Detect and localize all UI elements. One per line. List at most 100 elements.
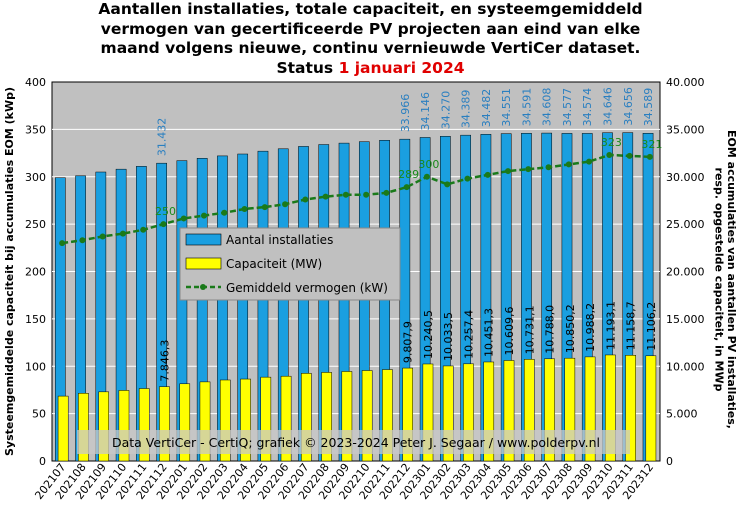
- bar-capacity: [361, 370, 373, 462]
- avg-power-point: [201, 212, 207, 219]
- left-tick-label: 250: [25, 218, 46, 231]
- bar-capacity: [321, 372, 332, 462]
- capacity-value-label: 11.158,7: [625, 301, 638, 350]
- bar-capacity: [118, 390, 130, 462]
- left-tick-label: 350: [25, 123, 46, 136]
- bar-capacity: [219, 379, 231, 462]
- bar-capacity: [544, 358, 555, 462]
- avg-power-point: [586, 158, 593, 165]
- avg-power-point: [565, 161, 572, 168]
- avg-power-point: [99, 233, 106, 240]
- right-tick-label: 20.000: [666, 266, 705, 279]
- bar-capacity: [605, 354, 616, 462]
- left-tick-label: 100: [25, 360, 46, 373]
- avg-power-point: [484, 171, 491, 178]
- title-line-3: maand volgens nieuwe, continu vernieuwde…: [100, 39, 641, 57]
- avg-power-point: [444, 181, 451, 188]
- avg-power-point: [403, 184, 410, 191]
- legend-label-avg-power: Gemiddeld vermogen (kW): [226, 281, 388, 295]
- legend-swatch-capacity: [185, 257, 222, 270]
- installations-value-label: 34.656: [622, 87, 635, 126]
- avg-power-point: [423, 173, 430, 180]
- bar-capacity: [341, 371, 353, 462]
- bar-capacity: [78, 393, 89, 462]
- capacity-value-label: 10.609,6: [503, 306, 516, 355]
- installations-value-label: 34.270: [439, 91, 452, 130]
- legend-label-installations: Aantal installaties: [226, 233, 333, 247]
- capacity-value-label: 10.240,5: [422, 310, 435, 359]
- avg-power-point: [119, 230, 126, 237]
- y-axis-right-title-line: EOM accumulaties van aantallen PV instal…: [725, 130, 738, 429]
- avg-power-point: [282, 201, 289, 208]
- title-line-1: Aantallen installaties, totale capacitei…: [98, 0, 643, 18]
- credit-banner: [77, 430, 630, 454]
- bar-capacity: [442, 365, 454, 462]
- avg-power-point: [180, 215, 187, 222]
- right-tick-label: 40.000: [666, 76, 705, 89]
- installations-value-label: 34.589: [642, 88, 655, 127]
- capacity-value-label: 10.033,5: [442, 312, 455, 361]
- installations-value-label: 34.591: [520, 88, 533, 127]
- avg-power-point: [79, 237, 86, 244]
- capacity-value-label: 9.807,9: [402, 321, 415, 363]
- bar-capacity: [280, 375, 292, 462]
- installations-value-label: 31.432: [156, 118, 169, 157]
- avg-power-line: [61, 153, 650, 245]
- bar-capacity: [260, 376, 272, 462]
- installations-value-label: 34.389: [460, 90, 473, 129]
- avg-power-point: [160, 221, 167, 228]
- right-tick-label: 35.000: [666, 123, 705, 136]
- avg-power-point: [525, 166, 532, 173]
- title-status: Status 1 januari 2024: [0, 59, 741, 79]
- bar-capacity: [199, 381, 211, 462]
- capacity-value-label: 10.788,0: [544, 305, 557, 354]
- installations-value-label: 34.646: [602, 87, 615, 126]
- avg-power-label: 321: [641, 138, 662, 151]
- title-line-2: vermogen van gecertificeerde PV projecte…: [100, 19, 641, 38]
- avg-power-point: [59, 240, 66, 247]
- left-tick-label: 50: [32, 408, 46, 421]
- bar-capacity: [57, 395, 69, 462]
- avg-power-point: [626, 152, 633, 159]
- capacity-value-label: 7.846,3: [158, 340, 171, 382]
- avg-power-point: [322, 193, 329, 200]
- avg-power-point: [221, 209, 228, 216]
- installations-value-label: 34.482: [480, 89, 493, 127]
- bar-capacity: [422, 363, 434, 462]
- bar-capacity: [138, 388, 150, 462]
- status-prefix: Status: [276, 58, 339, 77]
- right-tick-label: 0: [666, 455, 673, 468]
- chart-title: Aantallen installaties, totale capacitei…: [0, 0, 741, 78]
- bar-capacity: [503, 360, 515, 462]
- bar-capacity: [645, 355, 657, 462]
- avg-power-point: [302, 196, 309, 203]
- right-tick-label: 25.000: [666, 218, 705, 231]
- left-tick-label: 300: [25, 171, 46, 184]
- avg-power-point: [363, 191, 370, 198]
- avg-power-point: [505, 168, 511, 175]
- legend-swatch-installations: [185, 233, 222, 246]
- capacity-value-label: 10.731,1: [523, 305, 536, 354]
- status-date: 1 januari 2024: [338, 58, 465, 77]
- capacity-value-label: 10.451,3: [483, 308, 496, 357]
- bar-capacity: [463, 363, 474, 462]
- avg-power-label: 323: [601, 136, 622, 149]
- bar-capacity: [625, 355, 636, 462]
- installations-value-label: 34.574: [581, 88, 594, 127]
- left-tick-label: 150: [25, 313, 46, 326]
- bar-capacity: [483, 361, 495, 462]
- bar-capacity: [584, 356, 596, 462]
- y-axis-left-title: Systeemgemiddelde capaciteit bij accumul…: [3, 87, 16, 456]
- avg-power-point: [342, 191, 349, 198]
- installations-value-label: 34.146: [419, 92, 432, 131]
- bar-capacity: [301, 373, 312, 462]
- legend-label-capacity: Capaciteit (MW): [226, 257, 322, 271]
- right-tick-label: 5.000: [666, 408, 698, 421]
- bar-capacity: [382, 369, 393, 462]
- avg-power-point: [140, 226, 147, 233]
- bar-capacity: [402, 367, 413, 462]
- bar-capacity: [564, 357, 576, 462]
- left-tick-label: 400: [25, 76, 46, 89]
- credit-text: Data VertiCer - CertiQ; grafiek © 2023-2…: [112, 435, 600, 450]
